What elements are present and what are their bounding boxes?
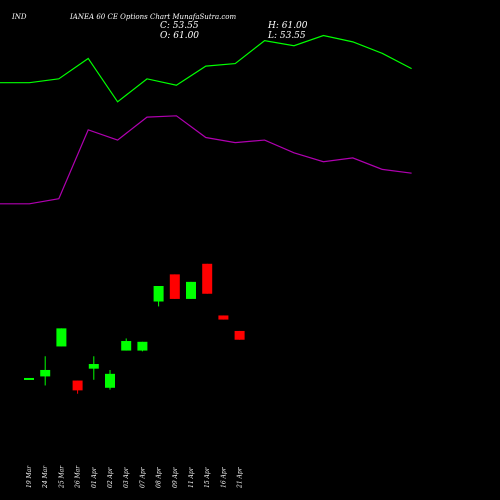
candle-body xyxy=(40,369,51,377)
x-tick-label: 25 Mar xyxy=(58,465,65,489)
candle-body xyxy=(202,263,213,294)
candle-body xyxy=(186,281,196,299)
x-axis-labels: 19 Mar 24 Mar 25 Mar 26 Mar 01 Apr 02 Apr 03 A… xyxy=(26,465,244,489)
chart-title: IANEA 60 CE Options Chart MunafaSutra.co… xyxy=(69,13,237,21)
close-value: C: 53.55 xyxy=(160,21,199,31)
candle-body xyxy=(24,377,34,380)
low-value: L: 53.55 xyxy=(267,31,306,41)
candle-body xyxy=(218,315,229,320)
x-tick-label: 24 Mar xyxy=(42,465,49,489)
candle-body xyxy=(153,286,164,302)
candle-body xyxy=(105,373,115,388)
overlay-line xyxy=(0,115,412,205)
overlay-line xyxy=(0,34,412,103)
x-tick-label: 21 Apr xyxy=(237,466,244,489)
x-tick-label: 01 Apr xyxy=(91,466,98,488)
candle-body xyxy=(137,341,148,351)
x-tick-label: 03 Apr xyxy=(123,466,130,488)
x-tick-label: 09 Apr xyxy=(172,466,179,488)
candle-body xyxy=(88,364,99,369)
x-tick-label: 08 Apr xyxy=(156,466,163,488)
x-tick-label: 19 Mar xyxy=(26,465,33,488)
candle-body xyxy=(169,274,180,299)
candles xyxy=(24,263,245,394)
x-tick-label: 07 Apr xyxy=(139,466,146,488)
high-value: H: 61.00 xyxy=(267,21,308,31)
x-tick-label: 16 Apr xyxy=(220,466,227,488)
x-tick-label: 15 Apr xyxy=(204,466,211,488)
candle-body xyxy=(56,328,67,347)
overlay-lines xyxy=(0,34,412,205)
open-value: O: 61.00 xyxy=(160,31,199,41)
candle-body xyxy=(72,380,83,391)
x-tick-label: 02 Apr xyxy=(107,466,114,488)
x-tick-label: 11 Apr xyxy=(188,466,195,488)
x-tick-label: 26 Mar xyxy=(75,465,82,489)
symbol-label: IND xyxy=(11,13,27,21)
candle-body xyxy=(234,330,245,340)
candle-body xyxy=(121,341,132,351)
